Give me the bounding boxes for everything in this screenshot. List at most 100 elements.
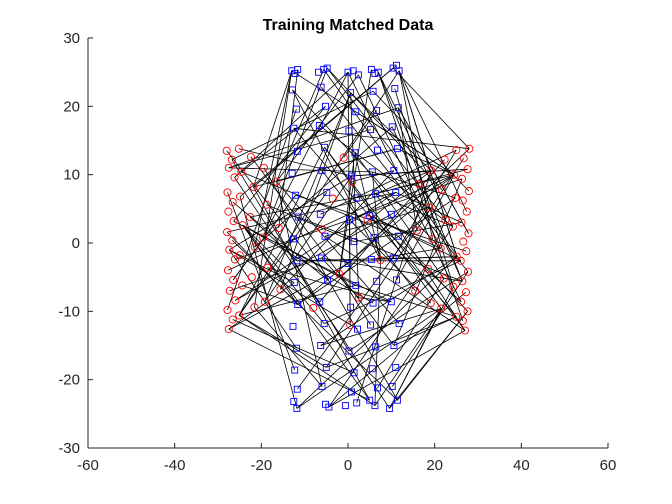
y-ticks: -30 -20 -10 0 10 20 30 [58, 30, 93, 457]
chart-title: Training Matched Data [263, 17, 434, 34]
blue-square-point [353, 399, 361, 407]
blue-square-point [390, 167, 398, 175]
blue-square-point [289, 322, 297, 330]
match-line [227, 192, 296, 371]
red-circle-point [238, 221, 247, 230]
match-line [229, 249, 358, 330]
blue-square-point [344, 260, 352, 267]
red-circle-point [376, 256, 385, 265]
red-circle-point [231, 296, 240, 305]
match-line [238, 315, 376, 406]
blue-square-point [321, 143, 329, 151]
match-line [228, 328, 370, 401]
y-tick-label: 0 [72, 235, 80, 252]
red-circle-point [461, 288, 470, 297]
red-circle-point [230, 255, 239, 264]
blue-square-point [346, 216, 354, 224]
blue-square-point [352, 108, 360, 116]
blue-square-point [392, 188, 400, 196]
blue-square-point [293, 147, 301, 155]
red-circle-point [464, 229, 473, 238]
y-tick-label: 30 [63, 30, 80, 47]
match-line [232, 201, 328, 281]
blue-square-point [321, 232, 329, 240]
blue-square-point [294, 301, 302, 308]
match-line [227, 192, 396, 271]
blue-square-point [373, 106, 381, 114]
blue-square-point [293, 257, 301, 265]
red-circle-point [235, 251, 244, 260]
y-tick-label: -20 [58, 372, 80, 389]
red-circle-point [223, 228, 232, 237]
match-line [228, 167, 373, 173]
match-line [227, 192, 396, 233]
red-circle-point [228, 236, 237, 245]
match-line [354, 222, 462, 242]
blue-square-point [366, 396, 374, 404]
blue-square-point [393, 145, 401, 153]
match-line [326, 67, 443, 190]
match-line [234, 219, 350, 260]
match-line [320, 308, 442, 346]
match-line [324, 147, 442, 309]
match-line [264, 92, 351, 302]
x-ticks: -60 -40 -20 0 20 40 60 [77, 443, 616, 474]
blue-square-point [367, 126, 374, 134]
blue-square-point [316, 298, 324, 306]
blue-square-point [354, 325, 361, 333]
match-line [398, 235, 468, 312]
match-line [349, 219, 432, 304]
red-circle-point [235, 311, 244, 320]
blue-square-point [374, 146, 381, 154]
red-circle-point [250, 243, 259, 252]
match-line [372, 91, 470, 192]
blue-square-point [323, 64, 331, 72]
red-circle-point [276, 285, 285, 294]
red-circle-point [426, 299, 435, 308]
red-circle-point [346, 320, 355, 330]
blue-square-point [290, 398, 298, 405]
blue-square-point [369, 299, 377, 307]
red-circle-point [246, 152, 255, 161]
match-line [297, 197, 456, 305]
match-line [320, 149, 457, 215]
match-line [262, 72, 349, 238]
x-tick-label: 40 [513, 457, 530, 474]
match-line [393, 316, 457, 346]
red-circle-point [246, 212, 255, 222]
red-circle-point [452, 146, 461, 155]
red-circle-point [237, 167, 246, 176]
match-line [242, 224, 356, 286]
match-line [324, 147, 466, 331]
red-circle-point [412, 226, 421, 235]
red-circle-point [230, 173, 239, 182]
match-line [347, 148, 470, 264]
red-circle-point [228, 197, 237, 207]
match-line [276, 181, 323, 387]
match-line [227, 108, 297, 311]
red-circle-point [457, 297, 466, 306]
match-line [297, 174, 455, 305]
match-line [228, 107, 399, 169]
x-tick-label: 60 [600, 457, 617, 474]
red-circle-point [335, 269, 344, 278]
match-line [242, 224, 371, 401]
blue-square-point [347, 303, 355, 311]
red-circle-point [451, 193, 460, 202]
match-line [328, 226, 454, 408]
red-circle-point [249, 182, 258, 192]
blue-square-point [318, 167, 326, 175]
blue-square-point [345, 127, 353, 135]
red-circle-point [348, 177, 357, 186]
match-line [249, 216, 298, 262]
match-line [371, 171, 381, 261]
blue-square-point [370, 234, 378, 241]
match-line [328, 291, 467, 408]
blue-square-point [387, 298, 395, 306]
blue-square-point [367, 321, 374, 329]
red-circle-point [452, 252, 461, 261]
red-circle-point [460, 326, 470, 335]
match-line [375, 193, 466, 331]
red-circle-point [457, 218, 466, 227]
blue-square-point [348, 172, 355, 180]
